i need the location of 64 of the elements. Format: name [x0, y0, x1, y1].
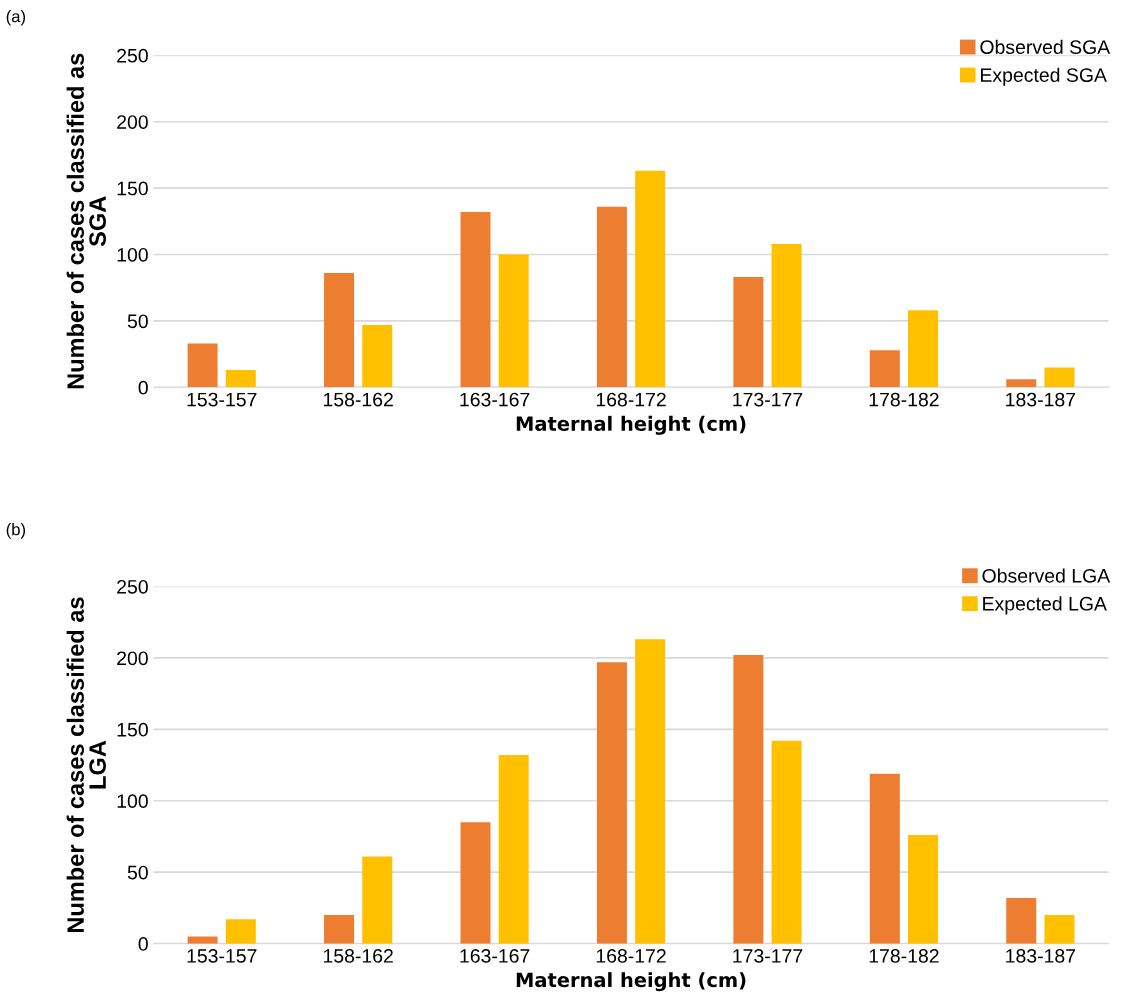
bar	[324, 273, 355, 388]
x-tick-label: 168-172	[596, 949, 666, 963]
legend-label: Expected LGA	[983, 596, 1107, 615]
bar	[187, 343, 218, 388]
bar	[362, 324, 393, 388]
x-tick-label: 158-162	[323, 949, 393, 963]
bar	[460, 212, 491, 388]
legend-label: Observed LGA	[982, 568, 1111, 583]
y-tick-label: 100	[117, 247, 148, 262]
x-tick-label: 163-167	[460, 949, 530, 963]
bar	[1044, 915, 1075, 944]
x-tick-label: 153-157	[187, 392, 257, 407]
x-axis-title: Maternal height (cm)	[516, 415, 746, 435]
legend-label: Expected SGA	[981, 67, 1107, 86]
x-tick-label: 163-167	[460, 392, 530, 407]
bar	[1006, 897, 1037, 944]
y-tick-label: 100	[117, 794, 148, 809]
x-tick-label: 168-172	[596, 392, 666, 407]
text: (a)	[6, 10, 26, 26]
bar	[498, 755, 529, 944]
x-tick-label: 178-182	[869, 392, 939, 407]
x-tick-label: 178-182	[869, 949, 939, 963]
bar	[1044, 367, 1075, 388]
y-tick-label: 50	[127, 865, 148, 880]
x-tick-label: 173-177	[733, 392, 803, 407]
bar	[596, 206, 627, 388]
bar	[908, 835, 939, 944]
bar	[225, 919, 256, 944]
bar	[733, 277, 764, 388]
y-axis-title: Number of cases classified as SGA	[66, 53, 106, 389]
bar	[225, 370, 256, 388]
y-tick-label: 150	[117, 181, 148, 196]
bar	[362, 856, 393, 944]
y-tick-label: 200	[117, 651, 148, 666]
bar	[635, 639, 666, 944]
bar	[771, 740, 802, 944]
x-tick-label: 173-177	[733, 949, 803, 963]
y-tick-label: 200	[117, 115, 148, 129]
y-tick-label: 150	[117, 722, 148, 737]
bar	[498, 254, 529, 388]
y-axis-title: Number of cases classified as LGA	[66, 597, 106, 933]
y-tick-label: 0	[138, 937, 148, 951]
bar	[869, 350, 900, 388]
x-tick-label: 183-187	[1006, 949, 1076, 963]
legend-label: Observed SGA	[980, 39, 1111, 55]
bar	[596, 662, 627, 944]
text: (b)	[6, 523, 26, 539]
bar	[187, 936, 218, 944]
bar	[635, 170, 666, 388]
bar	[869, 773, 900, 944]
y-tick-label: 50	[127, 314, 148, 329]
bar	[908, 310, 939, 388]
bar	[733, 655, 764, 944]
bar	[771, 243, 802, 388]
bar	[460, 822, 491, 944]
x-tick-label: 153-157	[187, 949, 257, 963]
y-tick-label: 250	[117, 48, 148, 63]
y-tick-label: 0	[138, 380, 148, 395]
x-tick-label: 158-162	[323, 392, 393, 407]
bar	[1006, 379, 1037, 388]
y-tick-label: 250	[117, 579, 148, 594]
bar	[324, 915, 355, 944]
x-tick-label: 183-187	[1006, 392, 1076, 407]
x-axis-title: Maternal height (cm)	[516, 972, 746, 992]
